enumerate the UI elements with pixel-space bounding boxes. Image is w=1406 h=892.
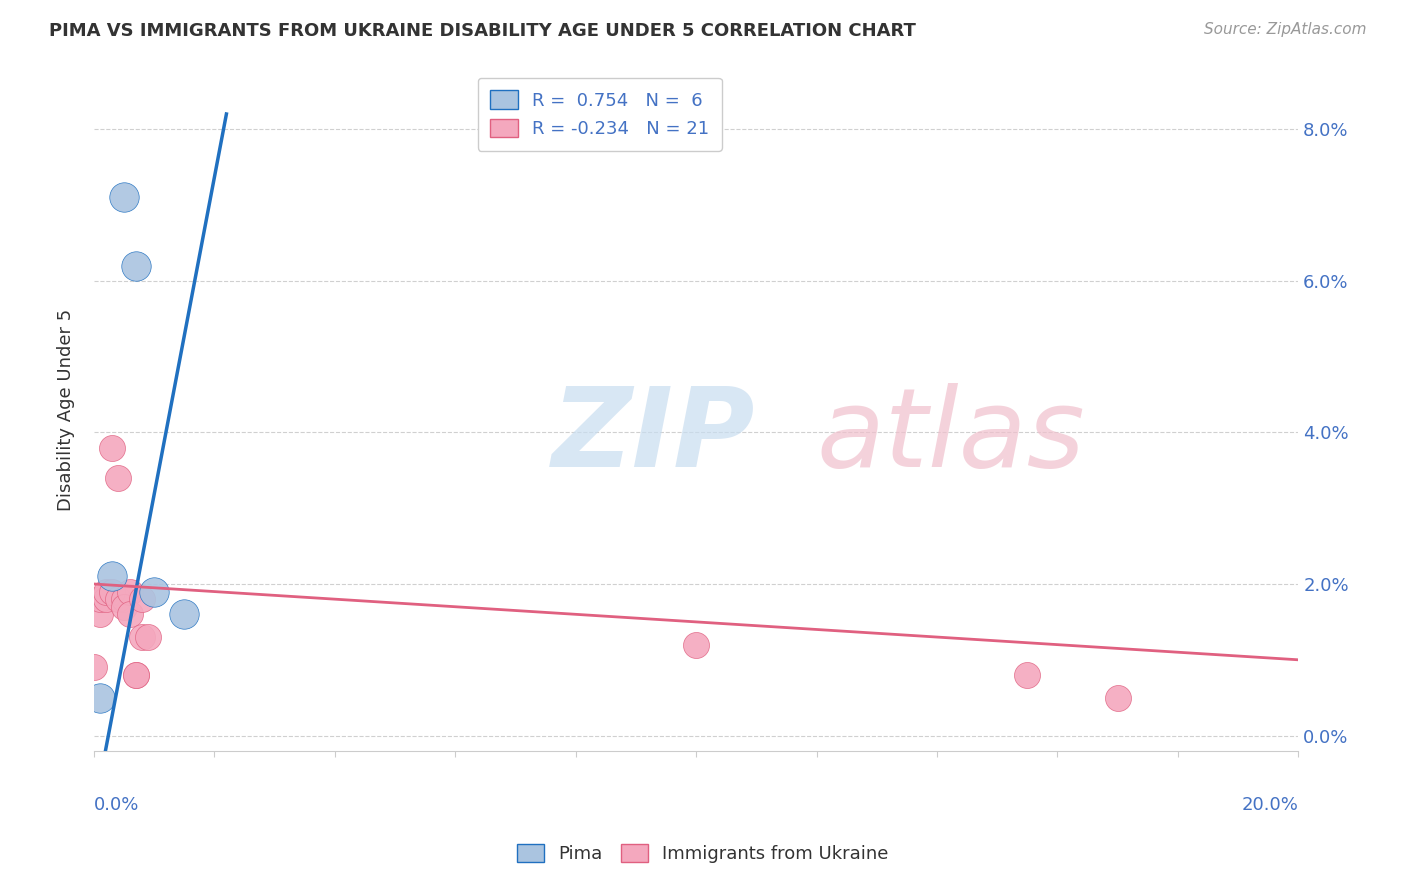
Point bbox=[125, 668, 148, 682]
Point bbox=[94, 592, 117, 607]
Point bbox=[112, 599, 135, 614]
Point bbox=[1107, 690, 1129, 705]
Point bbox=[89, 690, 111, 705]
Point bbox=[101, 441, 124, 455]
Text: 20.0%: 20.0% bbox=[1241, 797, 1298, 814]
Point bbox=[125, 668, 148, 682]
Point bbox=[136, 630, 159, 644]
Point bbox=[107, 471, 129, 485]
Point bbox=[1017, 668, 1039, 682]
Text: atlas: atlas bbox=[817, 384, 1085, 491]
Point bbox=[83, 660, 105, 674]
Point bbox=[89, 592, 111, 607]
Text: ZIP: ZIP bbox=[551, 384, 755, 491]
Point bbox=[112, 592, 135, 607]
Point bbox=[131, 592, 153, 607]
Point bbox=[94, 584, 117, 599]
Point bbox=[101, 584, 124, 599]
Point bbox=[101, 569, 124, 583]
Point bbox=[89, 607, 111, 622]
Point bbox=[112, 190, 135, 204]
Point bbox=[143, 584, 166, 599]
Point bbox=[685, 638, 707, 652]
Y-axis label: Disability Age Under 5: Disability Age Under 5 bbox=[58, 309, 75, 511]
Text: Source: ZipAtlas.com: Source: ZipAtlas.com bbox=[1204, 22, 1367, 37]
Text: 0.0%: 0.0% bbox=[94, 797, 139, 814]
Point bbox=[107, 592, 129, 607]
Legend: R =  0.754   N =  6, R = -0.234   N = 21: R = 0.754 N = 6, R = -0.234 N = 21 bbox=[478, 78, 721, 151]
Point bbox=[120, 607, 142, 622]
Point bbox=[131, 630, 153, 644]
Point bbox=[125, 259, 148, 273]
Legend: Pima, Immigrants from Ukraine: Pima, Immigrants from Ukraine bbox=[506, 833, 900, 874]
Point bbox=[120, 584, 142, 599]
Text: PIMA VS IMMIGRANTS FROM UKRAINE DISABILITY AGE UNDER 5 CORRELATION CHART: PIMA VS IMMIGRANTS FROM UKRAINE DISABILI… bbox=[49, 22, 917, 40]
Point bbox=[173, 607, 195, 622]
